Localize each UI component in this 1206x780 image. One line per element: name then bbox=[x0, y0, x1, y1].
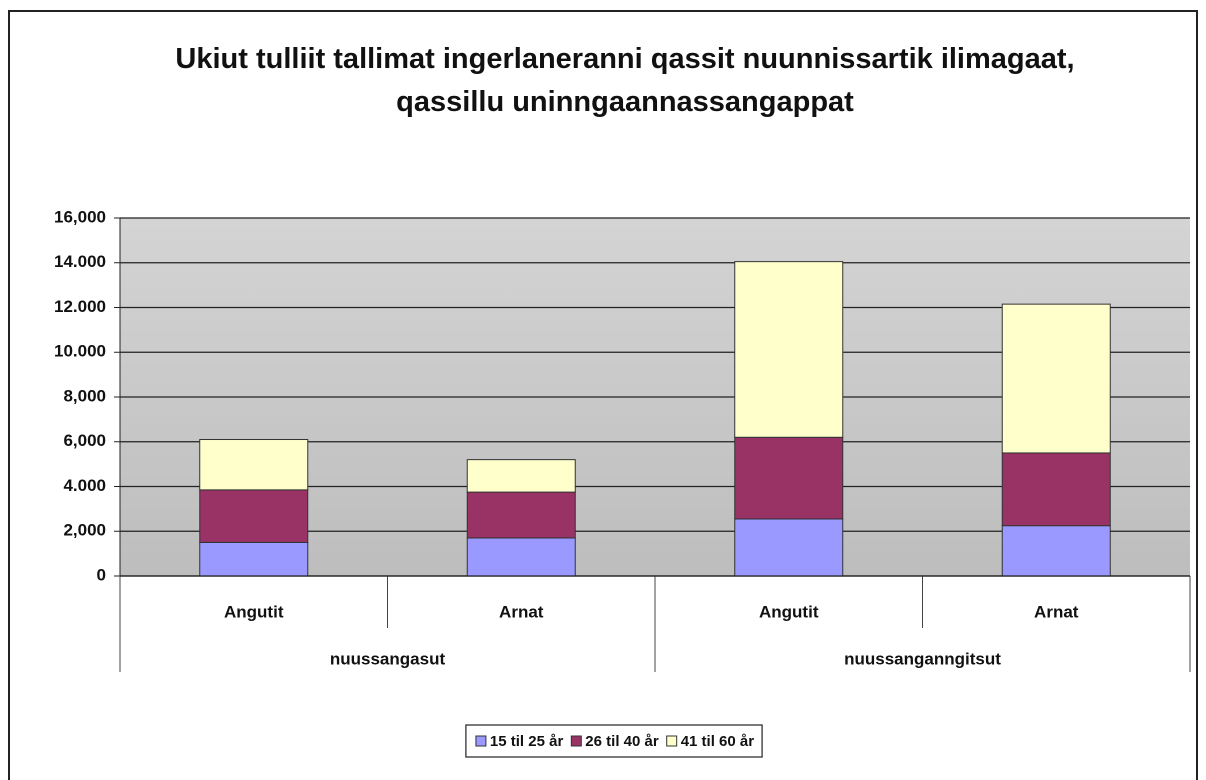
y-tick-label: 8,000 bbox=[63, 386, 106, 405]
chart-title: Ukiut tulliit tallimat ingerlaneranni qa… bbox=[175, 43, 1075, 118]
bar-segment bbox=[734, 436, 844, 520]
legend-label: 41 til 60 år bbox=[681, 733, 755, 750]
legend-swatch bbox=[570, 735, 582, 747]
chart-frame bbox=[8, 10, 1198, 780]
legend-box bbox=[465, 724, 763, 758]
y-tick-label: 0 bbox=[97, 565, 106, 584]
bar-segment bbox=[199, 489, 309, 543]
group-label: nuussanganngitsut bbox=[844, 649, 1001, 668]
y-tick-label: 2,000 bbox=[63, 521, 106, 540]
y-tick-label: 12.000 bbox=[54, 297, 106, 316]
bar-segment bbox=[199, 439, 309, 491]
y-tick-label: 16,000 bbox=[54, 207, 106, 226]
bar-segment bbox=[734, 518, 844, 577]
y-tick-label: 14.000 bbox=[54, 252, 106, 271]
bar-segment bbox=[1001, 452, 1111, 527]
x-tick-label: Arnat bbox=[499, 602, 544, 621]
y-tick-label: 4.000 bbox=[63, 476, 106, 495]
bar-segment bbox=[199, 541, 309, 577]
legend-swatch bbox=[475, 735, 487, 747]
legend-label: 15 til 25 år bbox=[490, 733, 564, 750]
x-tick-label: Angutit bbox=[759, 602, 819, 621]
y-tick-label: 6,000 bbox=[63, 431, 106, 450]
legend: 15 til 25 år 26 til 40 år 41 til 60 år bbox=[465, 724, 763, 758]
bar-segment bbox=[1001, 303, 1111, 454]
group-label: nuussangasut bbox=[330, 649, 446, 668]
y-tick-label: 10.000 bbox=[54, 342, 106, 361]
x-tick-label: Angutit bbox=[224, 602, 284, 621]
legend-swatch bbox=[666, 735, 678, 747]
bar-segment bbox=[1001, 525, 1111, 577]
bar-segment bbox=[466, 537, 576, 577]
bar-segment bbox=[734, 261, 844, 438]
x-tick-label: Arnat bbox=[1034, 602, 1079, 621]
bar-segment bbox=[466, 459, 576, 493]
legend-label: 26 til 40 år bbox=[585, 733, 659, 750]
bar-segment bbox=[466, 491, 576, 539]
